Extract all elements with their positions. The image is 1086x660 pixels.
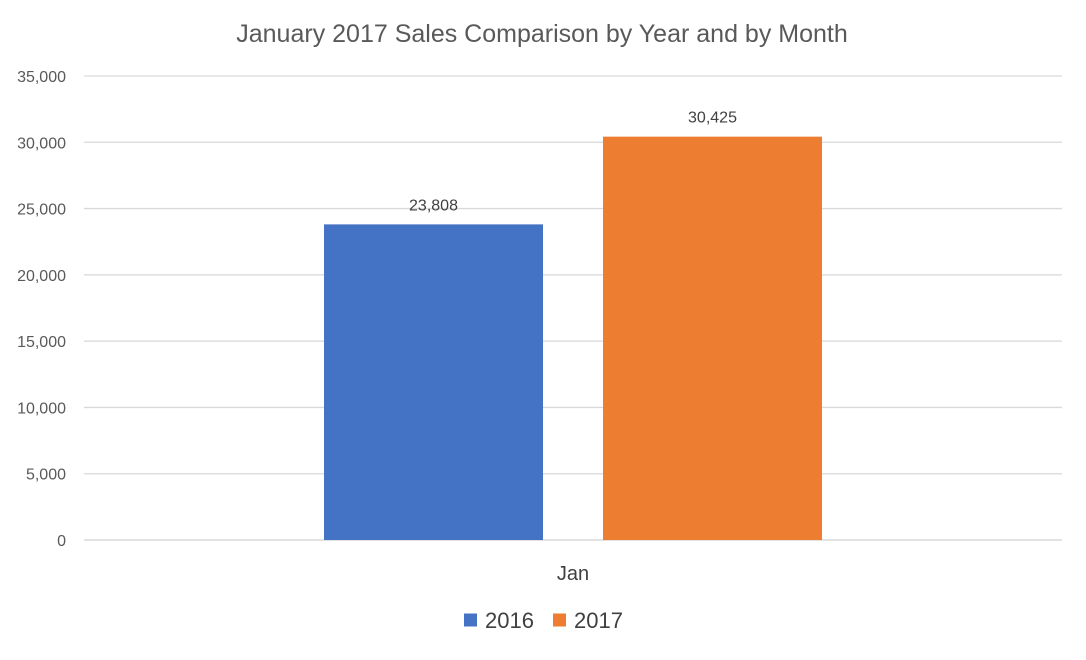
y-tick-label: 25,000 <box>17 202 66 219</box>
legend-swatch-2016 <box>464 613 477 627</box>
y-axis-ticks: 0 5,000 10,000 15,000 20,000 25,000 30,000 35,0… <box>17 69 66 550</box>
legend: 2016 2017 <box>464 608 623 633</box>
data-label-2016: 23,808 <box>409 197 458 214</box>
legend-swatch-2017 <box>553 613 566 627</box>
chart-title: January 2017 Sales Comparison by Year an… <box>236 20 848 48</box>
y-tick-label: 20,000 <box>17 268 66 285</box>
y-tick-label: 35,000 <box>17 69 66 86</box>
data-labels: 23,808 30,425 <box>409 110 737 215</box>
y-tick-label: 15,000 <box>17 334 66 351</box>
y-tick-label: 30,000 <box>17 135 66 152</box>
bars <box>324 136 822 540</box>
data-label-2017: 30,425 <box>688 110 737 127</box>
bar-2017-jan <box>603 136 822 540</box>
x-category-label: Jan <box>557 563 589 585</box>
y-tick-label: 5,000 <box>26 467 66 484</box>
y-tick-label: 10,000 <box>17 400 66 417</box>
y-tick-label: 0 <box>57 533 66 550</box>
gridlines <box>84 75 1062 541</box>
bar-2016-jan <box>324 224 543 540</box>
x-axis-categories: Jan <box>557 563 589 585</box>
legend-label-2017: 2017 <box>574 608 623 633</box>
legend-label-2016: 2016 <box>485 608 534 633</box>
